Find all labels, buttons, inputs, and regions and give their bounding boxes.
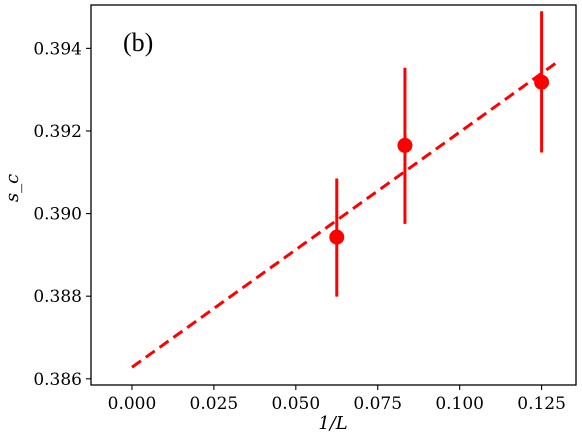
plot-frame	[90, 4, 577, 386]
y-axis-label: s_c	[2, 174, 23, 202]
data-point	[534, 74, 550, 90]
fit-line-group	[131, 60, 559, 369]
x-tick-label: 0.025	[190, 394, 239, 414]
y-tick-label: 0.386	[33, 370, 82, 390]
x-axis-label: 1/L	[318, 413, 347, 434]
x-tick-label: 0.000	[108, 394, 157, 414]
y-axis: 0.386 0.388 0.390 0.392 0.394	[33, 39, 91, 390]
x-tick-label: 0.050	[271, 394, 320, 414]
y-tick-label: 0.390	[33, 205, 82, 225]
fit-line	[131, 60, 559, 369]
data-point	[397, 137, 413, 153]
x-tick-label: 0.125	[517, 394, 566, 414]
y-tick-label: 0.394	[33, 39, 82, 59]
x-tick-label: 0.100	[435, 394, 484, 414]
panel-label: (b)	[123, 28, 153, 57]
data-point	[329, 229, 345, 245]
x-tick-label: 0.075	[353, 394, 402, 414]
y-tick-label: 0.388	[33, 287, 82, 307]
y-tick-label: 0.392	[33, 122, 82, 142]
data-points	[329, 11, 550, 297]
axes-frame	[90, 4, 577, 386]
x-axis: 0.000 0.025 0.050 0.075 0.100 0.125	[108, 385, 566, 414]
